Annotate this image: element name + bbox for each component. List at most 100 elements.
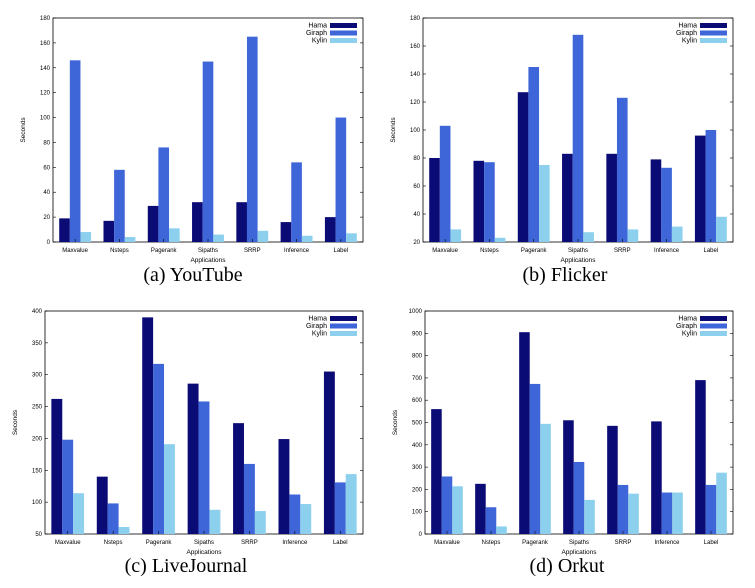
y-axis-label: Seconds	[20, 117, 27, 143]
bar-hama	[475, 483, 486, 534]
legend-label: Hama	[678, 23, 697, 30]
y-tick-label: 160	[40, 41, 51, 47]
bar-kylin	[583, 232, 594, 242]
bar-hama	[59, 218, 70, 242]
y-tick-label: 50	[35, 532, 42, 538]
bar-giraph	[705, 130, 717, 242]
bar-giraph	[335, 117, 347, 242]
y-tick-label: 300	[412, 465, 423, 471]
bar-hama	[103, 220, 115, 242]
bar-kylin	[628, 493, 639, 534]
bar-hama	[233, 423, 244, 534]
legend-swatch	[700, 23, 727, 28]
y-tick-label: 140	[40, 66, 51, 72]
y-tick-label: 0	[47, 240, 51, 246]
bar-kylin	[257, 230, 269, 242]
bar-kylin	[716, 472, 727, 534]
bar-giraph	[572, 34, 584, 242]
legend-swatch	[330, 323, 357, 329]
legend-label: Kylin	[682, 38, 697, 45]
legend-label: Giraph	[306, 323, 327, 330]
x-tick-label: Pagerank	[521, 248, 548, 254]
y-axis-label: Seconds	[390, 117, 397, 143]
bar-hama	[51, 398, 63, 534]
bar-giraph	[107, 503, 119, 534]
bar-kylin	[300, 504, 312, 534]
y-tick-label: 80	[413, 156, 420, 162]
x-tick-label: Sipaths	[568, 248, 588, 254]
x-tick-label: Inference	[654, 540, 680, 546]
legend-label: Giraph	[676, 30, 697, 37]
bar-hama	[96, 476, 108, 534]
legend-swatch	[700, 323, 727, 329]
bar-kylin	[540, 423, 551, 534]
bar-kylin	[627, 229, 639, 242]
y-tick-label: 150	[32, 468, 43, 474]
y-tick-label: 400	[32, 309, 43, 315]
y-tick-label: 20	[43, 215, 50, 221]
x-tick-label: Maxvalue	[55, 540, 81, 546]
bar-giraph	[246, 36, 258, 242]
bar-hama	[187, 383, 199, 534]
bar-hama	[429, 158, 440, 242]
y-tick-label: 20	[413, 240, 420, 246]
bar-hama	[142, 317, 154, 534]
bar-giraph	[439, 125, 451, 242]
bar-kylin	[716, 216, 727, 242]
legend-swatch	[330, 316, 357, 321]
bar-hama	[280, 222, 292, 242]
panel-caption: (c) LiveJournal	[125, 555, 248, 577]
x-axis-label: Applications	[186, 549, 222, 556]
bar-kylin	[164, 444, 175, 534]
x-tick-label: Inference	[284, 248, 310, 254]
bar-kylin	[494, 237, 506, 242]
bar-giraph	[158, 147, 170, 242]
legend-swatch	[330, 23, 357, 28]
bar-kylin	[213, 234, 224, 242]
bar-hama	[607, 425, 618, 534]
y-tick-label: 100	[410, 128, 421, 134]
legend-label: Giraph	[306, 30, 327, 37]
bar-kylin	[345, 474, 357, 534]
bar-hama	[147, 205, 159, 242]
bar-giraph	[243, 463, 255, 534]
bar-giraph	[617, 484, 629, 534]
bar-kylin	[118, 526, 130, 534]
y-tick-label: 1000	[409, 309, 423, 315]
bar-kylin	[80, 232, 92, 242]
bar-kylin	[124, 237, 136, 242]
bar-kylin	[496, 526, 507, 534]
bar-hama	[606, 153, 617, 242]
x-tick-label: Maxvalue	[432, 248, 458, 254]
legend-label: Hama	[308, 316, 327, 323]
y-tick-label: 40	[413, 212, 420, 218]
x-tick-label: Sipaths	[194, 540, 214, 546]
bar-giraph	[114, 169, 125, 242]
x-tick-label: Sipaths	[198, 248, 218, 254]
y-tick-label: 200	[32, 436, 43, 442]
legend-swatch	[330, 331, 357, 336]
panel-caption: (b) Flicker	[523, 264, 608, 286]
y-tick-label: 100	[32, 500, 43, 506]
bar-hama	[517, 92, 529, 242]
legend-label: Kylin	[682, 331, 697, 338]
y-tick-label: 160	[410, 44, 421, 50]
x-axis-label: Applications	[561, 549, 597, 556]
bar-giraph	[289, 494, 301, 534]
bar-giraph	[573, 461, 585, 534]
x-axis-label: Applications	[190, 257, 226, 264]
y-tick-label: 120	[40, 91, 51, 97]
bar-kylin	[301, 235, 313, 242]
bar-giraph	[661, 167, 672, 242]
bar-giraph	[198, 401, 210, 534]
bar-kylin	[73, 493, 85, 534]
chart-panel-3: 50 100 150 200 250 300 350 400 Seconds Applicatio…	[12, 309, 364, 577]
bar-hama	[695, 380, 706, 534]
bar-giraph	[441, 476, 453, 534]
bar-hama	[324, 217, 336, 242]
y-tick-label: 60	[43, 165, 50, 171]
y-tick-label: 800	[412, 354, 423, 360]
y-tick-label: 100	[40, 116, 51, 122]
y-tick-label: 400	[412, 443, 423, 449]
